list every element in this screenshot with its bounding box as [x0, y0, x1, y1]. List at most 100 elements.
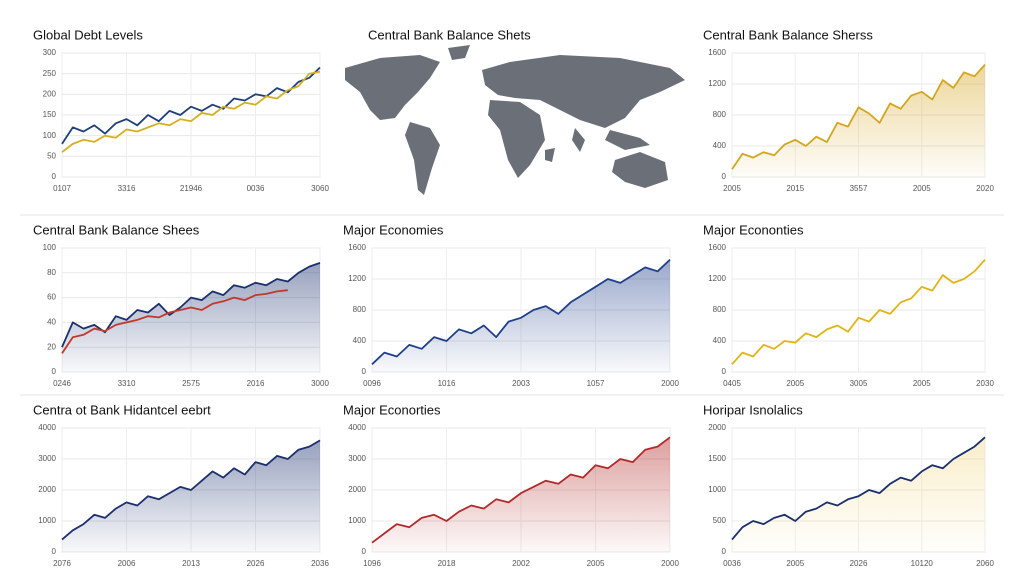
y-tick-label: 1600 — [708, 48, 726, 57]
y-tick-label: 3000 — [38, 454, 56, 463]
y-tick-label: 1600 — [708, 243, 726, 252]
x-tick-label: 2005 — [786, 559, 804, 568]
y-tick-label: 0 — [722, 547, 727, 556]
x-tick-label: 3005 — [850, 379, 868, 388]
line — [371, 436, 671, 544]
chart-title: Central Bank Balance Sherss — [703, 27, 873, 42]
y-tick-label: 0 — [362, 367, 367, 376]
y-tick-label: 800 — [353, 305, 367, 314]
area — [62, 440, 320, 552]
x-tick-label: 3310 — [118, 379, 136, 388]
x-tick-label: 2060 — [976, 559, 994, 568]
x-tick-label: 2002 — [512, 559, 530, 568]
y-tick-label: 3000 — [348, 454, 366, 463]
line — [731, 258, 986, 365]
line — [61, 66, 321, 145]
chart-title: Global Debt Levels — [33, 27, 143, 42]
chart-title: Horipar Isnolalics — [703, 402, 803, 417]
y-tick-label: 0 — [52, 172, 57, 181]
y-tick-label: 0 — [52, 547, 57, 556]
y-tick-label: 2000 — [708, 423, 726, 432]
x-tick-label: 0246 — [53, 379, 71, 388]
chart-title: Centra ot Bank Hidantcel eebrt — [33, 402, 211, 417]
x-tick-label: 1096 — [363, 559, 381, 568]
x-tick-label: 3557 — [850, 184, 868, 193]
y-tick-label: 0 — [362, 547, 367, 556]
y-tick-label: 40 — [47, 318, 56, 327]
y-tick-label: 2000 — [348, 485, 366, 494]
x-tick-label: 0096 — [363, 379, 381, 388]
x-tick-label: 2016 — [247, 379, 265, 388]
x-tick-label: 2005 — [913, 379, 931, 388]
y-tick-label: 50 — [47, 151, 56, 160]
x-tick-label: 2000 — [661, 379, 679, 388]
y-tick-label: 1200 — [708, 274, 726, 283]
line — [371, 258, 671, 365]
y-tick-label: 60 — [47, 293, 56, 302]
x-tick-label: 2006 — [118, 559, 136, 568]
x-tick-label: 2030 — [976, 379, 994, 388]
x-tick-label: 2026 — [850, 559, 868, 568]
line — [731, 436, 986, 541]
world-map — [345, 45, 685, 195]
x-tick-label: 1016 — [438, 379, 456, 388]
line — [61, 70, 321, 153]
y-tick-label: 1600 — [348, 243, 366, 252]
x-tick-label: 2015 — [786, 184, 804, 193]
area — [62, 262, 320, 372]
x-tick-label: 2013 — [182, 559, 200, 568]
x-tick-label: 0036 — [723, 559, 741, 568]
x-tick-label: 2003 — [512, 379, 530, 388]
y-tick-label: 1000 — [38, 516, 56, 525]
x-tick-label: 0036 — [247, 184, 265, 193]
line — [61, 289, 288, 354]
y-tick-label: 4000 — [38, 423, 56, 432]
x-tick-label: 2005 — [786, 379, 804, 388]
chart-title: Central Bank Balance Shees — [33, 222, 200, 237]
y-tick-label: 1200 — [708, 79, 726, 88]
y-tick-label: 800 — [713, 305, 727, 314]
y-tick-label: 200 — [43, 89, 57, 98]
line — [61, 262, 321, 348]
y-tick-label: 100 — [43, 243, 57, 252]
x-tick-label: 2018 — [438, 559, 456, 568]
chart-title: Central Bank Balance Shets — [368, 27, 531, 42]
x-tick-label: 2026 — [247, 559, 265, 568]
y-tick-label: 20 — [47, 342, 56, 351]
y-tick-label: 80 — [47, 268, 56, 277]
y-tick-label: 400 — [353, 336, 367, 345]
x-tick-label: 3060 — [311, 184, 329, 193]
y-tick-label: 2000 — [38, 485, 56, 494]
y-tick-label: 0 — [722, 172, 727, 181]
y-tick-label: 1000 — [708, 485, 726, 494]
chart-title: Major Econorties — [343, 402, 441, 417]
chart-title: Major Econonties — [703, 222, 804, 237]
area — [732, 437, 985, 552]
x-tick-label: 3316 — [118, 184, 136, 193]
y-tick-label: 0 — [52, 367, 57, 376]
y-tick-label: 1000 — [348, 516, 366, 525]
x-tick-label: 2036 — [311, 559, 329, 568]
y-tick-label: 1200 — [348, 274, 366, 283]
y-tick-label: 400 — [713, 336, 727, 345]
x-tick-label: 2575 — [182, 379, 200, 388]
x-tick-label: 2020 — [976, 184, 994, 193]
x-tick-label: 21946 — [180, 184, 203, 193]
x-tick-label: 10120 — [911, 559, 934, 568]
y-tick-label: 4000 — [348, 423, 366, 432]
y-tick-label: 500 — [713, 516, 727, 525]
x-tick-label: 1057 — [587, 379, 605, 388]
y-tick-label: 400 — [713, 141, 727, 150]
x-tick-label: 2005 — [913, 184, 931, 193]
line — [731, 63, 986, 170]
y-tick-label: 1500 — [708, 454, 726, 463]
x-tick-label: 2005 — [723, 184, 741, 193]
y-tick-label: 250 — [43, 69, 57, 78]
x-tick-label: 0405 — [723, 379, 741, 388]
y-tick-label: 100 — [43, 131, 57, 140]
x-tick-label: 2000 — [661, 559, 679, 568]
y-tick-label: 150 — [43, 110, 57, 119]
y-tick-label: 300 — [43, 48, 57, 57]
